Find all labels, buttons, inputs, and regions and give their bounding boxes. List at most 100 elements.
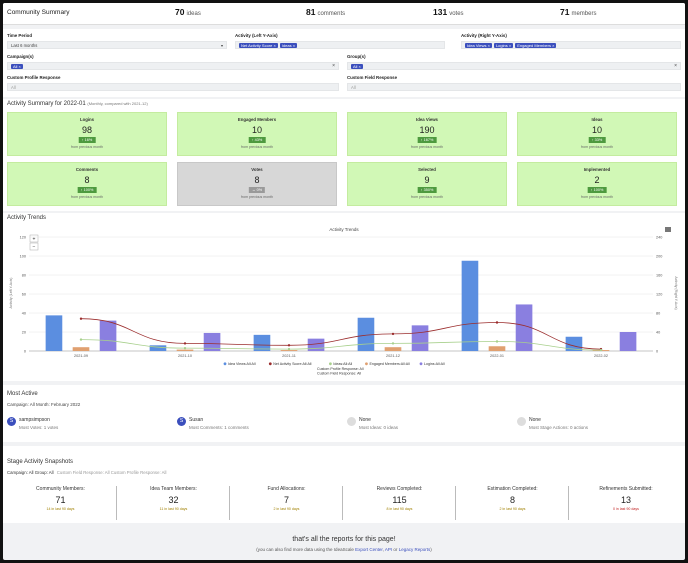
user-stat: Most Votes: 1 votes [19, 425, 59, 430]
card-value: 8 [254, 175, 260, 185]
stage-value: 7 [283, 495, 289, 505]
bar-engaged-members [384, 347, 402, 351]
legend-marker-ideas [329, 362, 332, 366]
card-value: 2 [594, 175, 600, 185]
card-foot: from previous month [241, 145, 273, 149]
profile-response-input[interactable]: All [7, 83, 339, 91]
right-tick-label: 240 [656, 235, 662, 239]
filters-panel: Time Period Last 6 months ▾ Activity (Le… [3, 29, 685, 97]
groups-select[interactable]: All × × [347, 62, 681, 70]
legend-label-ideas: Ideas:All:All [333, 362, 352, 366]
card-badge: ↑ 43% [248, 137, 266, 143]
x-tick-label: 2022-02 [594, 354, 608, 358]
left-axis-select[interactable]: Net Activity Score × Ideas × [235, 41, 445, 49]
bar-engaged-members [488, 346, 506, 351]
clear-icon[interactable]: × [674, 63, 677, 69]
right-axis-label: Activity (Right Y-Axis) [461, 33, 507, 38]
avatar-placeholder-icon [517, 417, 526, 426]
groups-tag[interactable]: All × [351, 64, 363, 69]
bar-logins [411, 325, 429, 351]
bar-logins [203, 332, 221, 351]
point-ideas [599, 348, 603, 352]
chart-menu-icon[interactable] [665, 227, 671, 232]
legend-label-idea-views: Idea Views:All:All [228, 362, 256, 366]
footer-message: that's all the reports for this page! [292, 536, 396, 543]
left-axis-tag[interactable]: Net Activity Score × [239, 43, 278, 48]
left-axis-title: Activity (Left Y-Axis) [9, 278, 13, 309]
point-net-activity-score [391, 332, 395, 336]
legend-filter-note: Custom Field Response: All [317, 372, 361, 376]
card-value: 8 [84, 175, 90, 185]
left-axis-tag[interactable]: Ideas × [279, 43, 298, 48]
activity-summary-title: Activity Summary for 2022-01 (Monthly, c… [7, 101, 148, 107]
clear-icon[interactable]: × [332, 63, 335, 69]
card-foot: from previous month [411, 145, 443, 149]
zoom-out-button[interactable] [29, 242, 39, 251]
stage-sub: 11 in last 90 days [159, 507, 188, 511]
card-value: 190 [419, 125, 435, 135]
footer-or: or [393, 547, 398, 552]
x-tick-label: 2022-01 [490, 354, 504, 358]
stage-value: 13 [620, 495, 631, 505]
left-tick-label: 100 [20, 254, 26, 258]
stage-value: 8 [509, 495, 515, 505]
stage-reviews-completed: Reviews Completed: 115 8 in last 90 days [344, 486, 456, 520]
right-tick-label: 80 [656, 311, 660, 315]
right-axis-tag[interactable]: Logins × [493, 43, 514, 48]
comments-stat: 81 comments [306, 7, 346, 17]
card-badge: ↑ 350% [417, 187, 437, 193]
right-axis-tag[interactable]: Idea Views × [465, 43, 492, 48]
bar-idea-views [565, 336, 583, 351]
bar-engaged-members [280, 350, 298, 351]
stat-card-idea-views: Idea Views 190 ↑ 167% from previous mont… [347, 112, 507, 156]
activity-trends-chart: Activity Trends + − Activity (Left Y-Axi… [9, 227, 678, 376]
left-tick-label: 80 [22, 273, 26, 277]
stage-sub: 2 in last 90 days [273, 507, 300, 511]
right-tick-label: 0 [656, 349, 658, 353]
api-link[interactable]: API [384, 547, 393, 552]
community-summary-bar: Community Summary 70 ideas 81 comments 131… [3, 3, 685, 25]
time-period-select[interactable]: Last 6 months ▾ [7, 41, 227, 49]
card-value: 10 [251, 125, 262, 135]
x-tick-label: 2021-10 [178, 354, 192, 358]
card-badge: ↑ 100% [77, 187, 97, 193]
line-ideas [80, 339, 602, 351]
footer-text: (you can also find more data using the I… [256, 547, 354, 552]
campaigns-select[interactable]: All × × [7, 62, 339, 70]
legend-marker-net-activity-score [268, 362, 272, 366]
user-name: Susan [189, 417, 204, 423]
stat-card-engaged-members: Engaged Members 10 ↑ 43% from previous m… [177, 112, 337, 156]
card-title: Logins [79, 117, 95, 122]
card-value: 9 [424, 175, 430, 185]
left-tick-label: 40 [22, 311, 26, 315]
zoom-in-button[interactable] [29, 234, 39, 243]
right-axis-select[interactable]: Idea Views × Logins × Engaged Members × [461, 41, 681, 49]
stat-card-implemented: Implemented 2 ↑ 100% from previous month [517, 162, 677, 206]
x-tick-label: 2021-11 [282, 354, 296, 358]
point-ideas [495, 340, 499, 343]
legacy-reports-link[interactable]: Legacy Reports [398, 547, 431, 552]
legend-marker-engaged-members [365, 362, 368, 366]
field-response-input[interactable]: All [347, 83, 681, 91]
bar-idea-views [45, 315, 63, 351]
time-period-label: Time Period [7, 33, 33, 38]
chart-title: Activity Trends [329, 227, 359, 232]
stage-activity-title: Stage Activity Snapshots [7, 459, 74, 465]
legend-filter-note: Custom Profile Response: All [317, 367, 364, 371]
bar-idea-views [149, 345, 167, 351]
left-tick-label: 120 [20, 235, 26, 239]
right-axis-tag[interactable]: Engaged Members × [515, 43, 557, 48]
export-center-link[interactable]: Export Center [355, 547, 383, 552]
card-title: Selected [418, 167, 436, 172]
stage-label: Fund Allocations: [267, 486, 306, 492]
left-tick-label: 60 [22, 292, 26, 296]
campaigns-tag[interactable]: All × [11, 64, 23, 69]
stage-sub: 0 in last 90 days [613, 507, 639, 511]
footer-links: (you can also find more data using the I… [3, 547, 685, 552]
stage-filter-main: Campaign: All Group: All [7, 470, 54, 475]
user-stat: Most Stage Actions: 0 actions [529, 425, 589, 430]
activity-summary-panel: Activity Summary for 2022-01 (Monthly, c… [3, 99, 685, 211]
card-badge: ↑ 16% [78, 137, 96, 143]
stat-card-selected: Selected 9 ↑ 350% from previous month [347, 162, 507, 206]
stat-card-ideas: Ideas 10 ↑ 33% from previous month [517, 112, 677, 156]
